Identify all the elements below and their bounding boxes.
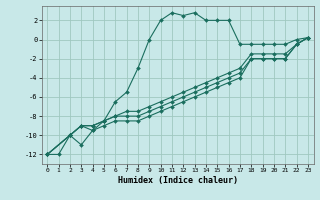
X-axis label: Humidex (Indice chaleur): Humidex (Indice chaleur): [118, 176, 237, 185]
